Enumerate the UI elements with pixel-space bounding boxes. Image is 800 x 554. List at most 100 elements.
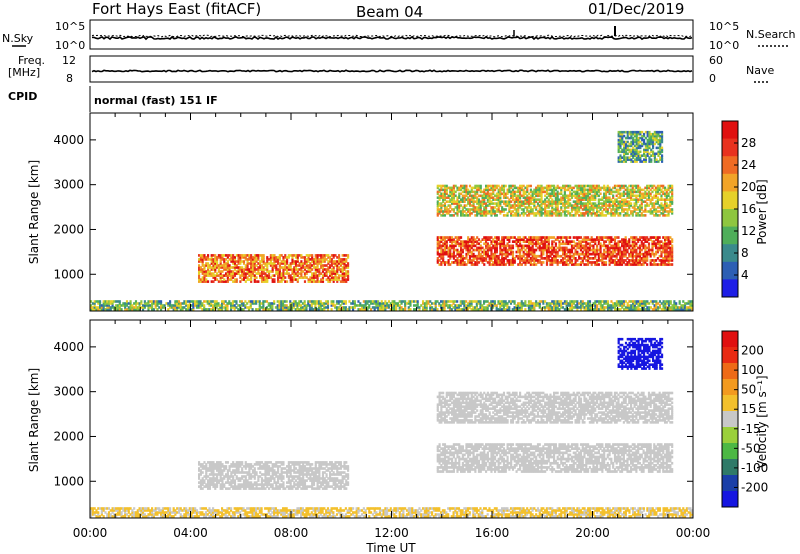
- heatmap-cell: [497, 196, 500, 199]
- heatmap-cell: [574, 236, 577, 239]
- heatmap-cell: [571, 306, 574, 309]
- heatmap-cell: [452, 252, 455, 256]
- heatmap-cell: [95, 306, 98, 309]
- heatmap-cell: [533, 238, 536, 241]
- heatmap-cell: [622, 214, 625, 217]
- heatmap-cell: [301, 306, 304, 309]
- heatmap-cell: [443, 240, 447, 243]
- heatmap-cell: [485, 208, 488, 211]
- heatmap-cell: [578, 302, 581, 305]
- heatmap-cell: [303, 302, 306, 305]
- heatmap-cell: [499, 212, 502, 215]
- heatmap-cell: [615, 254, 618, 258]
- heatmap-cell: [458, 210, 461, 213]
- heatmap-cell: [504, 302, 507, 305]
- heatmap-cell: [646, 238, 649, 241]
- heatmap-cell: [441, 300, 444, 303]
- heatmap-cell: [332, 256, 335, 259]
- heatmap-cell: [456, 212, 459, 215]
- heatmap-cell: [271, 270, 274, 273]
- heatmap-cell: [601, 198, 604, 201]
- heatmap-cell: [436, 186, 439, 190]
- heatmap-cell: [646, 194, 649, 198]
- heatmap-cell: [201, 254, 204, 257]
- heatmap-cell: [502, 240, 506, 243]
- heatmap-cell: [468, 254, 472, 258]
- heatmap-cell: [442, 250, 445, 254]
- heatmap-cell: [246, 302, 249, 305]
- heatmap-cell: [526, 208, 529, 211]
- heatmap-cell: [451, 190, 454, 194]
- heatmap-cell: [242, 276, 246, 279]
- heatmap-cell: [203, 264, 206, 267]
- heatmap-cell: [277, 280, 280, 283]
- heatmap-cell: [497, 188, 500, 192]
- heatmap-cell: [341, 280, 344, 283]
- heatmap-cell: [660, 259, 663, 262]
- heatmap-cell: [524, 202, 527, 205]
- heatmap-cell: [391, 302, 394, 305]
- heatmap-cell: [233, 304, 236, 307]
- heatmap-cell: [612, 304, 615, 307]
- heatmap-cell: [637, 214, 640, 217]
- heatmap-cell: [423, 308, 426, 311]
- heatmap-cell: [526, 304, 529, 307]
- heatmap-cell: [440, 206, 443, 209]
- heatmap-cell: [538, 198, 541, 201]
- heatmap-cell: [266, 274, 269, 277]
- heatmap-cell: [547, 248, 550, 252]
- heatmap-cell: [127, 308, 130, 311]
- heatmap-cell: [219, 278, 222, 281]
- heatmap-cell: [461, 308, 464, 311]
- heatmap-cell: [477, 186, 481, 190]
- heatmap-cell: [592, 184, 595, 188]
- heatmap-cell: [596, 208, 599, 211]
- heatmap-cell: [517, 190, 520, 194]
- heatmap-cell: [585, 184, 588, 188]
- heatmap-cell: [262, 304, 265, 307]
- heatmap-cell: [540, 257, 543, 260]
- heatmap-cell: [549, 214, 552, 217]
- heatmap-cell: [293, 260, 296, 263]
- heatmap-cell: [520, 188, 523, 192]
- heatmap-cell: [253, 300, 256, 303]
- heatmap-cell: [669, 200, 672, 203]
- heatmap-cell: [312, 276, 316, 279]
- heatmap-cell: [646, 192, 649, 196]
- heatmap-cell: [540, 196, 543, 199]
- heatmap-cell: [633, 261, 636, 264]
- heatmap-cell: [536, 210, 540, 213]
- heatmap-cell: [325, 274, 328, 277]
- heatmap-cell: [259, 276, 262, 279]
- heatmap-cell: [605, 302, 608, 305]
- heatmap-cell: [664, 188, 667, 192]
- heatmap-cell: [597, 204, 600, 207]
- heatmap-cell: [407, 306, 410, 309]
- heatmap-cell: [434, 308, 437, 311]
- heatmap-cell: [427, 302, 430, 305]
- heatmap-cell: [515, 194, 518, 198]
- heatmap-cell: [456, 236, 459, 239]
- heatmap-cell: [206, 302, 209, 305]
- heatmap-cell: [465, 263, 468, 266]
- heatmap-cell: [237, 270, 240, 273]
- heatmap-cell: [429, 300, 432, 303]
- heatmap-cell: [613, 240, 617, 243]
- heatmap-cell: [210, 268, 213, 271]
- heatmap-cell: [443, 242, 447, 246]
- heatmap-cell: [118, 304, 121, 307]
- heatmap-cell: [644, 186, 647, 190]
- heatmap-cell: [594, 184, 597, 188]
- heatmap-cell: [578, 192, 581, 196]
- heatmap-cell: [615, 212, 618, 215]
- heatmap-cell: [472, 242, 475, 246]
- heatmap-cell: [622, 200, 625, 203]
- heatmap-cell: [253, 256, 256, 259]
- heatmap-cell: [536, 302, 540, 305]
- heatmap-cell: [570, 261, 574, 264]
- heatmap-cell: [217, 308, 220, 311]
- heatmap-cell: [520, 263, 523, 266]
- heatmap-cell: [214, 264, 217, 267]
- heatmap-cell: [604, 204, 608, 207]
- heatmap-cell: [268, 276, 271, 279]
